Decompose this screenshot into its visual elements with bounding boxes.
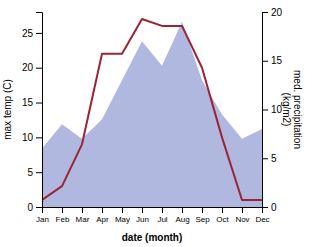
plot: JanFebMarAprMayJunJulAugSepOctNovDec0510…: [22, 7, 283, 224]
tick-label: 0: [27, 202, 33, 213]
tick: Nov: [235, 207, 249, 224]
x-axis: Jan Feb Mar Apr May Jun Jul Aug Sep Oct Nov Dec: [36, 207, 270, 224]
tick-mark: [182, 207, 183, 213]
tick: Jan: [36, 207, 49, 224]
tick-mark: [262, 158, 268, 159]
tick-label: 20: [271, 7, 283, 18]
tick-mark: [262, 61, 268, 62]
tick-label: 20: [22, 62, 34, 73]
tick: 5: [262, 153, 277, 164]
tick-mark: [36, 68, 42, 69]
tick: Sep: [195, 207, 210, 224]
tick-label: Apr: [96, 215, 109, 224]
tick: 0: [262, 202, 277, 213]
line: [42, 19, 262, 200]
tick-mark: [222, 207, 223, 213]
tick: 20: [22, 62, 42, 73]
tick: 20: [262, 7, 283, 18]
tick-mark: [36, 103, 42, 104]
tick-label: Oct: [216, 215, 229, 224]
axis-line: [263, 13, 269, 208]
tick-mark: [242, 207, 243, 213]
tick-mark: [36, 172, 42, 173]
tick-label: 25: [22, 28, 34, 39]
tick-label: Jan: [36, 215, 49, 224]
tick-label: Jun: [136, 215, 149, 224]
tick: 10: [22, 132, 42, 143]
tick-mark: [162, 207, 163, 213]
tick-mark: [262, 207, 268, 208]
tick: Mar: [76, 207, 90, 224]
tick: 15: [262, 55, 283, 66]
tick-mark: [102, 207, 103, 213]
tick-label: 5: [271, 153, 277, 164]
tick-mark: [82, 207, 83, 213]
tick-label: Nov: [235, 215, 249, 224]
tick-mark: [36, 207, 42, 208]
tick-label: Feb: [56, 215, 70, 224]
tick-label: 10: [271, 104, 283, 115]
area: [42, 22, 262, 207]
x-axis-title: date (month): [122, 232, 183, 243]
tick-label: 15: [22, 97, 34, 108]
tick-label: Dec: [255, 215, 269, 224]
y-axis-title: max temp (C): [2, 79, 13, 140]
tick-mark: [36, 137, 42, 138]
tick-mark: [262, 12, 268, 13]
tick-label: Jul: [157, 215, 167, 224]
tick-label: May: [115, 215, 130, 224]
chart: JanFebMarAprMayJunJulAugSepOctNovDec0510…: [0, 0, 318, 247]
tick: Feb: [56, 207, 70, 224]
y-axis: 0 5 10 15 20 25: [22, 13, 43, 213]
tick: 0: [27, 202, 42, 213]
tick-mark: [36, 33, 42, 34]
y2-axis-title-line: (kg/m2): [281, 93, 292, 127]
tick-label: Sep: [195, 215, 210, 224]
tick-mark: [202, 207, 203, 213]
tick-label: Mar: [76, 215, 90, 224]
tick-label: Aug: [175, 215, 189, 224]
y2-axis-title: med. precipitation(kg/m2): [281, 70, 303, 149]
tick-mark: [122, 207, 123, 213]
tick: Oct: [216, 207, 229, 224]
tick: 5: [27, 167, 42, 178]
tick: Jun: [136, 207, 149, 224]
axis-line: [43, 208, 263, 214]
marks: [42, 19, 262, 207]
tick-label: 10: [22, 132, 34, 143]
tick-mark: [142, 207, 143, 213]
axis-line: [36, 13, 43, 208]
tick-label: 0: [271, 202, 277, 213]
tick: Apr: [96, 207, 109, 224]
tick: Dec: [255, 207, 269, 224]
tick: May: [115, 207, 130, 224]
tick: Aug: [175, 207, 189, 224]
tick-mark: [262, 110, 268, 111]
y2-axis: 0 5 10 15 20: [262, 7, 283, 213]
tick-label: 15: [271, 55, 283, 66]
y2-axis-title-line: med. precipitation: [292, 70, 303, 149]
tick-label: 5: [27, 167, 33, 178]
tick-mark: [62, 207, 63, 213]
tick: 15: [22, 97, 42, 108]
tick: 10: [262, 104, 283, 115]
tick: 25: [22, 28, 42, 39]
tick: Jul: [157, 207, 167, 224]
